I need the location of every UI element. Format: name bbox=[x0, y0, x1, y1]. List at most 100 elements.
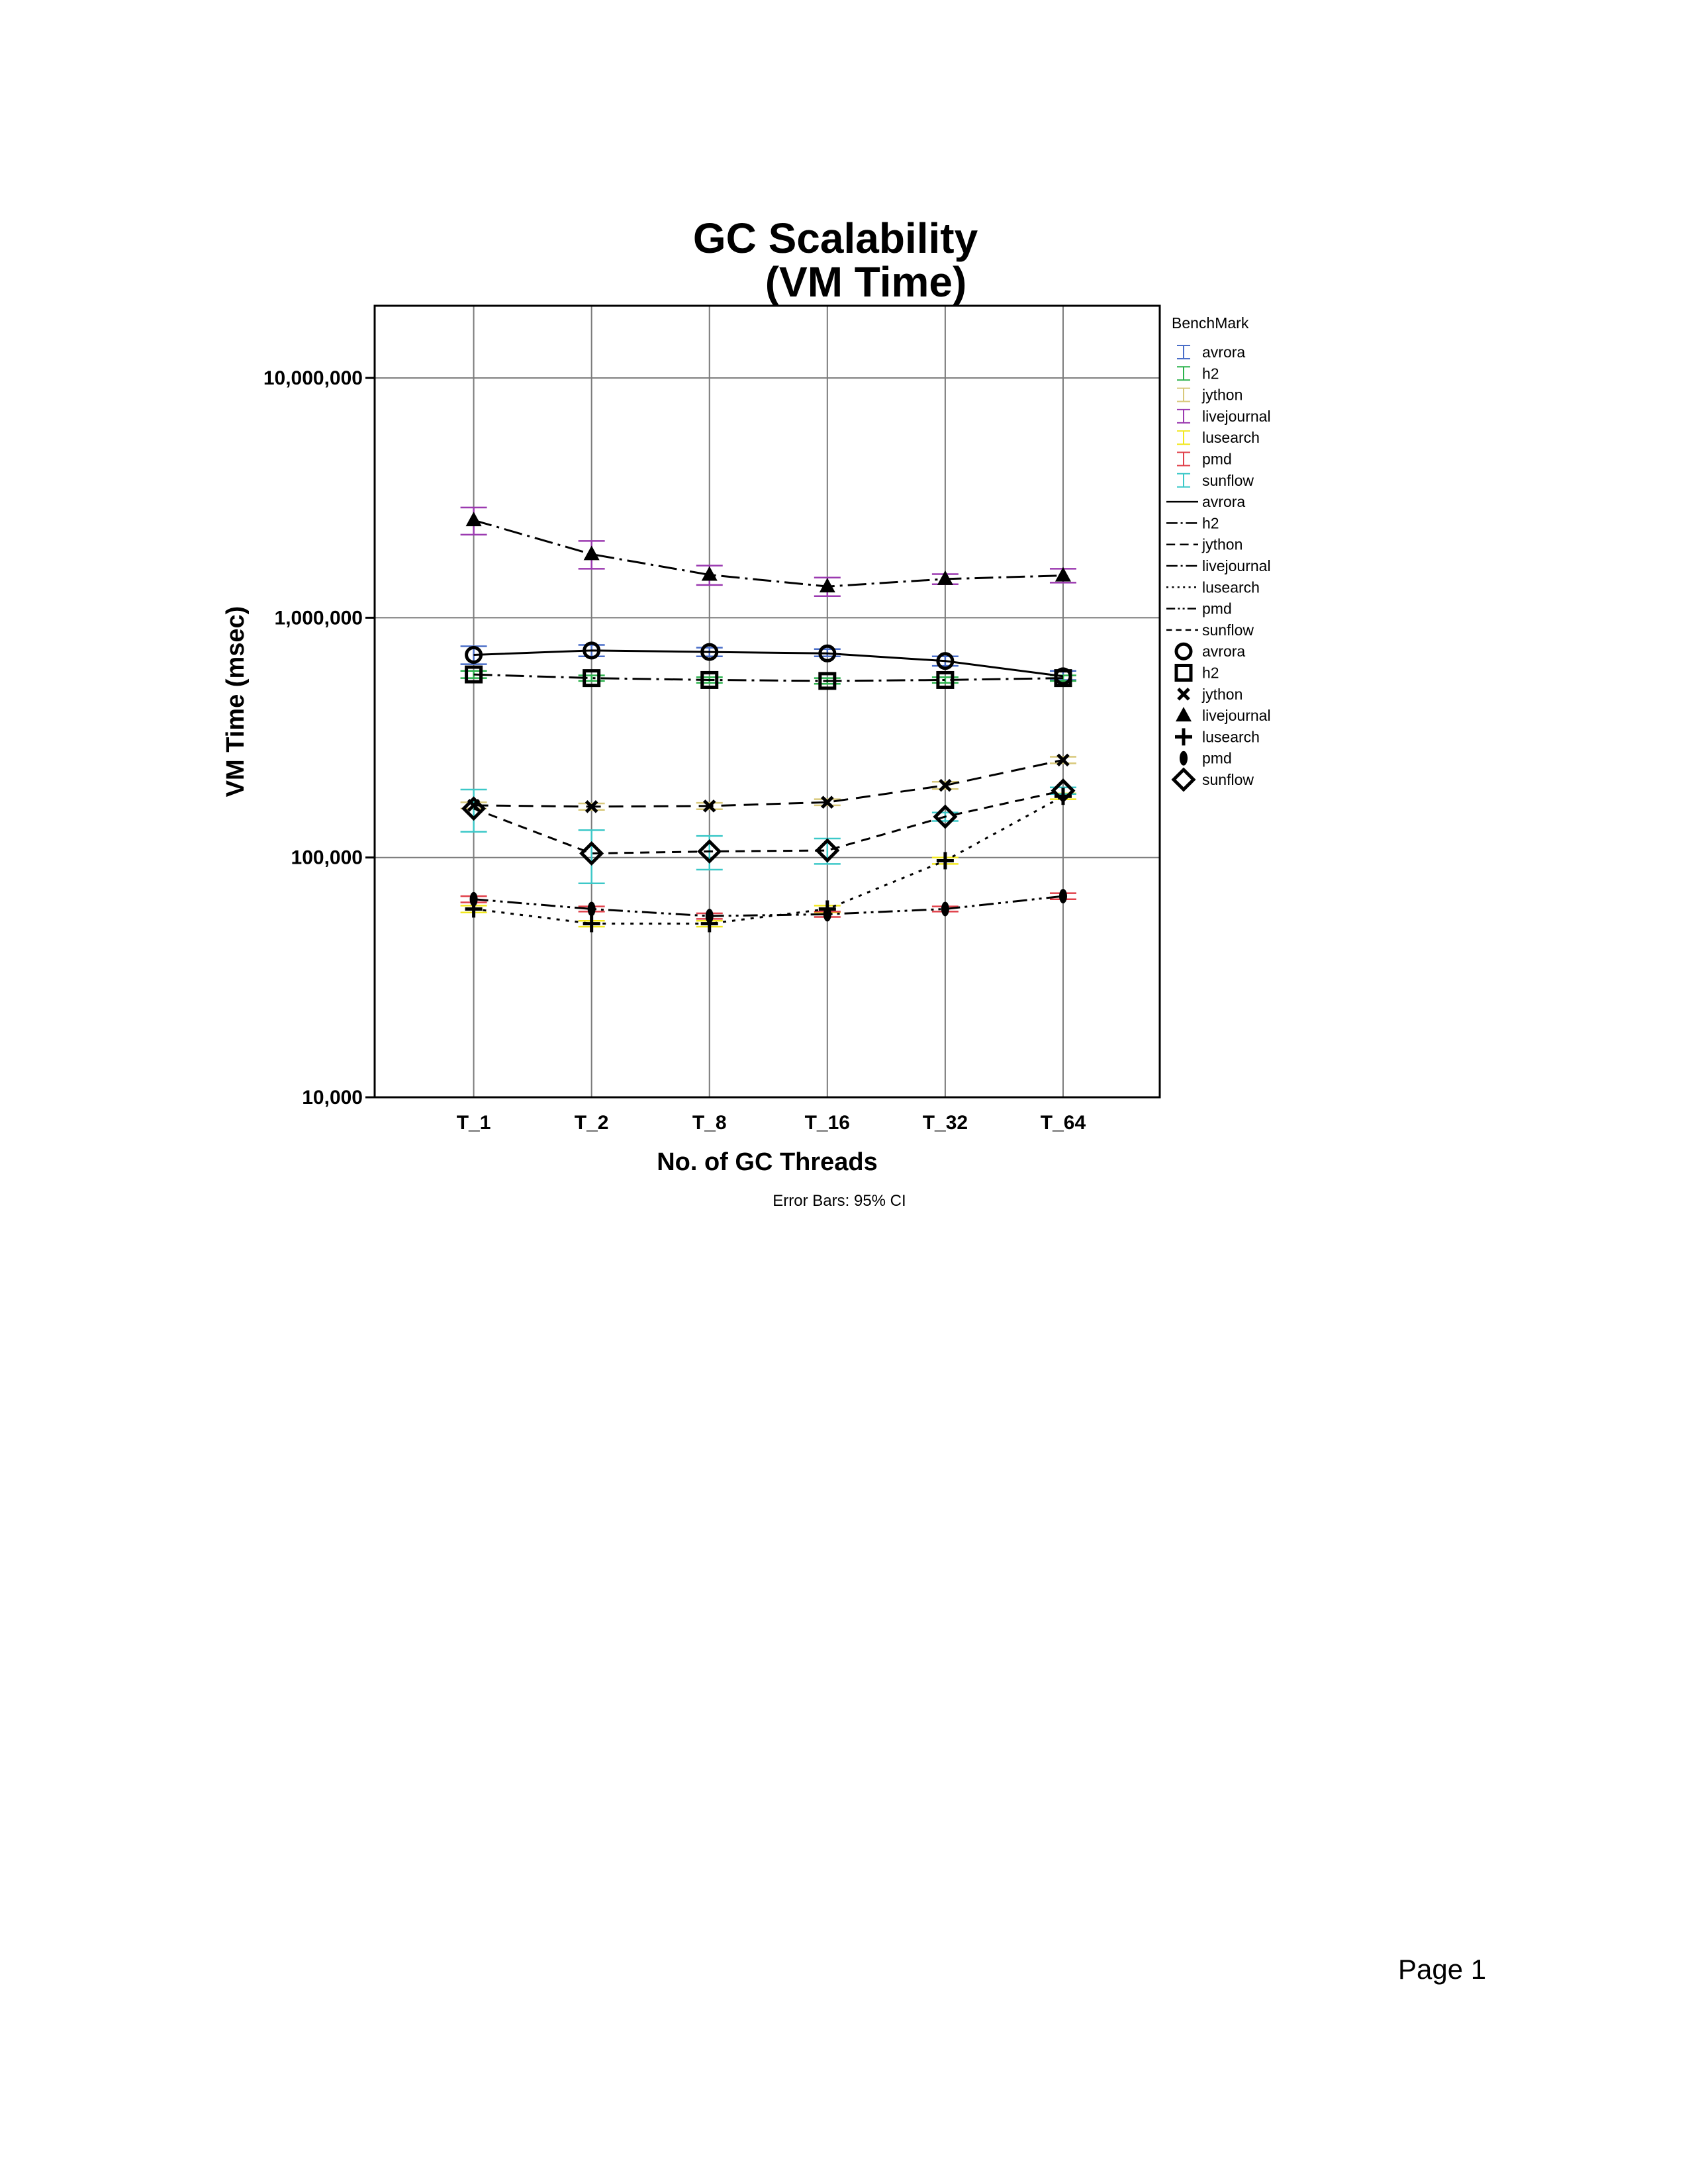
legend-marker-h2 bbox=[1174, 664, 1193, 682]
grid bbox=[375, 306, 1160, 1097]
x-tick-label: T_1 bbox=[457, 1112, 491, 1134]
legend-item-line-sunflow: sunflow bbox=[1166, 621, 1254, 639]
legend-item-line-livejournal: livejournal bbox=[1166, 557, 1271, 574]
data-point-sunflow bbox=[1051, 778, 1076, 803]
legend-marker-pmd bbox=[1180, 751, 1188, 766]
data-point-jython bbox=[585, 800, 598, 813]
legend-label: jython bbox=[1201, 536, 1243, 553]
data-point-avrora bbox=[700, 643, 719, 661]
data-point-avrora bbox=[936, 652, 955, 670]
legend-item-errorbar-pmd: pmd bbox=[1177, 451, 1232, 468]
y-axis-label: VM Time (msec) bbox=[222, 606, 250, 797]
data-point-jython bbox=[821, 796, 834, 809]
legend-label: jython bbox=[1201, 387, 1243, 404]
series-line-h2 bbox=[473, 673, 1063, 682]
series-line-sunflow bbox=[473, 790, 1064, 855]
legend-label: avrora bbox=[1202, 493, 1245, 510]
x-tick-label: T_8 bbox=[692, 1112, 727, 1134]
series-line-lusearch bbox=[473, 795, 1064, 925]
data-point-sunflow bbox=[933, 804, 958, 829]
legend-item-errorbar-sunflow: sunflow bbox=[1177, 472, 1254, 489]
x-tick-label: T_2 bbox=[575, 1112, 609, 1134]
data-point-h2 bbox=[583, 669, 601, 688]
y-axis: 10,000 100,000 1,000,000 10,000,000 bbox=[263, 367, 375, 1109]
error-bar-sunflow bbox=[578, 829, 605, 885]
series-line-avrora bbox=[473, 649, 1064, 678]
data-point-sunflow bbox=[579, 841, 604, 866]
y-tick-label: 100,000 bbox=[291, 847, 363, 869]
legend-item-marker-livejournal: livejournal bbox=[1176, 707, 1271, 724]
x-tick-label: T_64 bbox=[1041, 1112, 1086, 1134]
legend-marker-jython bbox=[1177, 688, 1190, 701]
data-point-livejournal bbox=[819, 578, 835, 593]
data-point-h2 bbox=[818, 672, 837, 690]
legend-item-marker-pmd: pmd bbox=[1180, 750, 1232, 767]
legend-marker-lusearch bbox=[1175, 728, 1192, 746]
legend-label: h2 bbox=[1202, 514, 1219, 531]
data-point-pmd bbox=[823, 907, 831, 922]
x-axis: T_1 T_2 T_8 T_16 T_32 T_64 bbox=[457, 1112, 1086, 1134]
legend-item-line-lusearch: lusearch bbox=[1166, 578, 1260, 596]
x-tick-label: T_16 bbox=[805, 1112, 850, 1134]
legend-label: livejournal bbox=[1202, 557, 1271, 574]
legend-label: pmd bbox=[1202, 451, 1232, 468]
data-point-h2 bbox=[936, 670, 955, 689]
data-point-pmd bbox=[587, 901, 596, 917]
y-tick-label: 10,000 bbox=[302, 1087, 363, 1109]
legend-item-line-jython: jython bbox=[1166, 536, 1243, 553]
legend-item-errorbar-avrora: avrora bbox=[1177, 343, 1245, 361]
data-point-avrora bbox=[583, 641, 601, 660]
legend-item-marker-h2: h2 bbox=[1174, 664, 1219, 682]
series-line-pmd bbox=[473, 895, 1064, 917]
error-bars bbox=[460, 506, 1076, 928]
x-tick-label: T_32 bbox=[923, 1112, 968, 1134]
legend-label: avrora bbox=[1202, 643, 1245, 660]
legend-label: pmd bbox=[1202, 600, 1232, 617]
legend-label: lusearch bbox=[1202, 728, 1260, 745]
legend-marker-livejournal bbox=[1176, 707, 1192, 722]
data-point-sunflow bbox=[461, 796, 487, 821]
legend-item-marker-lusearch: lusearch bbox=[1175, 728, 1260, 746]
data-point-livejournal bbox=[937, 570, 953, 585]
legend-item-line-h2: h2 bbox=[1166, 514, 1219, 531]
legend-label: h2 bbox=[1202, 664, 1219, 682]
legend-item-errorbar-jython: jython bbox=[1177, 387, 1243, 404]
y-tick-label: 1,000,000 bbox=[275, 607, 363, 629]
series-line-jython bbox=[473, 758, 1064, 808]
data-point-jython bbox=[939, 778, 952, 792]
legend-label: pmd bbox=[1202, 750, 1232, 767]
data-point-h2 bbox=[1054, 669, 1072, 688]
data-point-sunflow bbox=[815, 838, 840, 863]
legend-label: h2 bbox=[1202, 365, 1219, 382]
plot-area-frame bbox=[373, 304, 1161, 1099]
chart-title: GC Scalability bbox=[693, 214, 978, 262]
data-point-avrora bbox=[465, 646, 483, 664]
legend-item-errorbar-lusearch: lusearch bbox=[1177, 429, 1260, 446]
legend-item-line-avrora: avrora bbox=[1166, 493, 1245, 510]
data-point-livejournal bbox=[583, 545, 600, 561]
data-point-pmd bbox=[1058, 889, 1067, 904]
legend-item-errorbar-livejournal: livejournal bbox=[1177, 408, 1271, 425]
data-point-livejournal bbox=[1055, 567, 1071, 582]
data-point-pmd bbox=[705, 909, 714, 924]
y-tick-label: 10,000,000 bbox=[263, 367, 363, 389]
data-point-h2 bbox=[465, 665, 483, 684]
data-point-jython bbox=[1056, 753, 1070, 767]
legend-label: sunflow bbox=[1202, 771, 1254, 788]
x-axis-label: No. of GC Threads bbox=[657, 1148, 878, 1176]
legend: BenchMark avrora h2 jython livejournal lusea… bbox=[1166, 314, 1271, 792]
legend-label: lusearch bbox=[1202, 578, 1260, 596]
legend-label: jython bbox=[1201, 686, 1243, 703]
data-point-sunflow bbox=[697, 839, 722, 864]
data-point-avrora bbox=[818, 644, 837, 662]
chart-subtitle: (VM Time) bbox=[765, 258, 967, 306]
data-point-jython bbox=[702, 799, 716, 813]
legend-label: sunflow bbox=[1202, 472, 1254, 489]
legend-item-line-pmd: pmd bbox=[1166, 600, 1232, 617]
legend-marker-sunflow bbox=[1171, 767, 1196, 792]
legend-label: lusearch bbox=[1202, 429, 1260, 446]
data-point-lusearch bbox=[583, 915, 600, 933]
legend-title: BenchMark bbox=[1172, 314, 1249, 332]
series-line-livejournal bbox=[473, 519, 1064, 588]
